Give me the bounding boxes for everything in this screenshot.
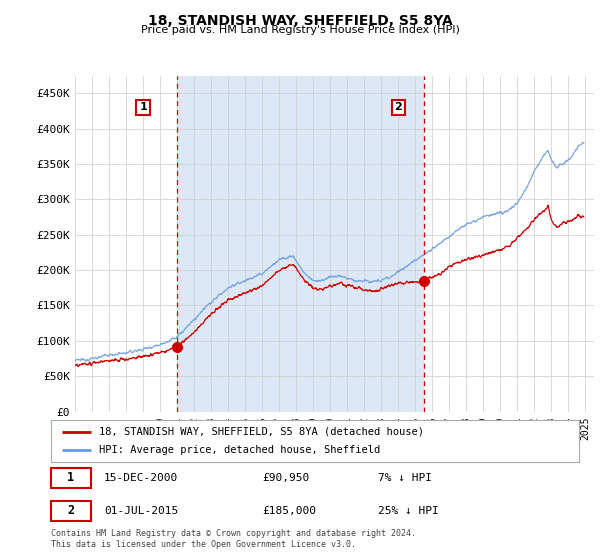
Text: Contains HM Land Registry data © Crown copyright and database right 2024.
This d: Contains HM Land Registry data © Crown c…	[51, 529, 416, 549]
Text: 18, STANDISH WAY, SHEFFIELD, S5 8YA (detached house): 18, STANDISH WAY, SHEFFIELD, S5 8YA (det…	[98, 427, 424, 437]
Text: 2: 2	[394, 102, 402, 113]
Text: HPI: Average price, detached house, Sheffield: HPI: Average price, detached house, Shef…	[98, 445, 380, 455]
Text: 15-DEC-2000: 15-DEC-2000	[104, 473, 178, 483]
Bar	[177, 76, 424, 412]
Text: Price paid vs. HM Land Registry's House Price Index (HPI): Price paid vs. HM Land Registry's House …	[140, 25, 460, 35]
Text: 25% ↓ HPI: 25% ↓ HPI	[379, 506, 439, 516]
Text: £185,000: £185,000	[262, 506, 316, 516]
Text: 2: 2	[67, 504, 74, 517]
FancyBboxPatch shape	[51, 468, 91, 488]
Text: 7% ↓ HPI: 7% ↓ HPI	[379, 473, 433, 483]
Text: £90,950: £90,950	[262, 473, 310, 483]
Text: 1: 1	[67, 471, 74, 484]
Text: 01-JUL-2015: 01-JUL-2015	[104, 506, 178, 516]
Text: 1: 1	[139, 102, 147, 113]
FancyBboxPatch shape	[51, 501, 91, 521]
Text: 18, STANDISH WAY, SHEFFIELD, S5 8YA: 18, STANDISH WAY, SHEFFIELD, S5 8YA	[148, 14, 452, 28]
